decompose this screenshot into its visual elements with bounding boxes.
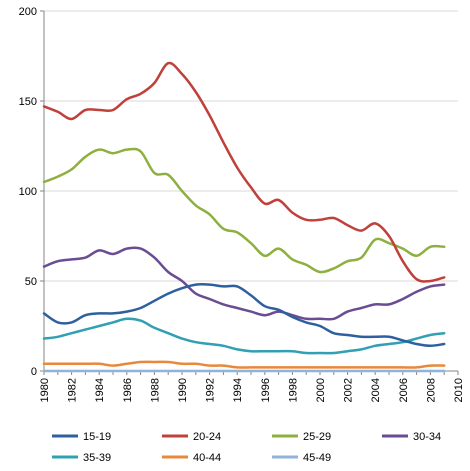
legend-label-15-19: 15-19 <box>83 431 111 443</box>
series-lines <box>42 61 446 373</box>
legend: 15-19 20-24 25-29 30-34 35-39 40-44 45-49 <box>52 431 441 464</box>
series-line-30-34 <box>42 246 446 321</box>
y-tick-label: 150 <box>19 96 37 108</box>
x-tick-label: 2002 <box>343 378 355 402</box>
x-tick-label: 1994 <box>232 378 244 402</box>
legend-label-25-29: 25-29 <box>303 431 331 443</box>
x-tick-label: 2004 <box>370 378 382 402</box>
series-line-25-29 <box>42 147 446 274</box>
x-tick-label: 1990 <box>177 378 189 402</box>
x-tick-label: 1998 <box>287 378 299 402</box>
x-tick-label: 2008 <box>425 378 437 402</box>
x-axis-ticks: 1980 1982 1984 1986 1988 1990 1992 1994 1996 1998… <box>39 371 465 402</box>
gridlines <box>44 10 458 282</box>
legend-label-40-44: 40-44 <box>193 452 221 464</box>
x-tick-label: 1980 <box>39 378 51 402</box>
y-tick-label: 100 <box>19 186 37 198</box>
x-tick-label: 1996 <box>260 378 272 402</box>
x-tick-label: 1982 <box>67 378 79 402</box>
y-tick-label: 50 <box>25 276 37 288</box>
x-tick-label: 1984 <box>94 378 106 402</box>
x-tick-label: 2006 <box>398 378 410 402</box>
legend-label-45-49: 45-49 <box>303 452 331 464</box>
legend-label-35-39: 35-39 <box>83 452 111 464</box>
x-tick-label: 2010 <box>453 378 465 402</box>
y-tick-label: 0 <box>31 366 37 378</box>
y-axis-ticks: 0 50 100 150 200 <box>19 6 44 378</box>
legend-label-30-34: 30-34 <box>413 431 441 443</box>
x-tick-label: 1992 <box>205 378 217 402</box>
x-tick-label: 1986 <box>122 378 134 402</box>
series-line-35-39 <box>42 317 446 355</box>
series-line-40-44 <box>42 360 446 369</box>
series-line-20-24 <box>42 61 446 283</box>
legend-label-20-24: 20-24 <box>193 431 221 443</box>
x-tick-label: 1988 <box>149 378 161 402</box>
y-tick-label: 200 <box>19 6 37 18</box>
x-tick-label: 2000 <box>315 378 327 402</box>
series-line-15-19 <box>42 283 446 348</box>
